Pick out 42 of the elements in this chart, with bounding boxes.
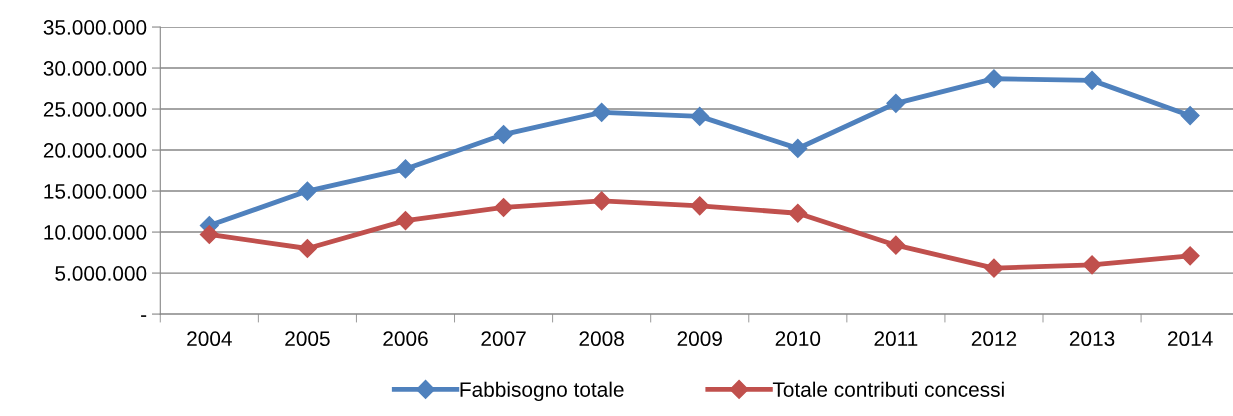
y-tick-label: 35.000.000	[43, 20, 147, 35]
point	[886, 235, 906, 255]
point	[1180, 106, 1200, 126]
point	[395, 159, 416, 179]
point	[297, 238, 317, 259]
y-tick-label: 10.000.000	[44, 225, 147, 240]
point	[788, 138, 808, 158]
y-tick-label: 20.000.000	[43, 143, 147, 158]
x-tick-label: 2014	[1168, 331, 1213, 347]
x-tick-label: 2012	[971, 331, 1017, 347]
point	[494, 124, 514, 145]
x-tick-label: 2013	[1069, 331, 1115, 347]
y-tick-label: 5.000.000	[55, 266, 147, 281]
x-tick-label: 2011	[874, 331, 918, 347]
x-tick-label: 2010	[775, 331, 821, 347]
point	[690, 196, 710, 216]
x-tick-label: 2009	[677, 331, 722, 347]
point	[886, 93, 906, 113]
y-tick-label: 15.000.000	[44, 184, 147, 199]
x-tick-label: 2008	[579, 331, 624, 347]
point	[984, 69, 1004, 89]
point	[199, 224, 219, 245]
point	[592, 102, 612, 122]
point	[1180, 246, 1200, 266]
point	[494, 197, 514, 217]
point	[1082, 255, 1102, 275]
x-tick-label: 2007	[481, 331, 526, 347]
point	[395, 211, 416, 231]
point	[788, 203, 808, 223]
x-tick-label: 2006	[383, 331, 428, 347]
legend-label: Fabbisogno totale	[460, 381, 624, 402]
y-tick-label: 25.000.000	[43, 102, 147, 117]
x-tick-label: 2005	[285, 331, 330, 347]
y-tick-label: 30.000.000	[43, 61, 147, 76]
legend-label: Totale contributi concessi	[772, 381, 1004, 397]
point	[984, 258, 1004, 278]
point	[1082, 70, 1102, 90]
point	[297, 181, 317, 201]
y-tick-label: -	[141, 315, 147, 317]
x-tick-label: 2004	[187, 331, 232, 347]
point	[592, 191, 612, 211]
point	[690, 106, 710, 126]
